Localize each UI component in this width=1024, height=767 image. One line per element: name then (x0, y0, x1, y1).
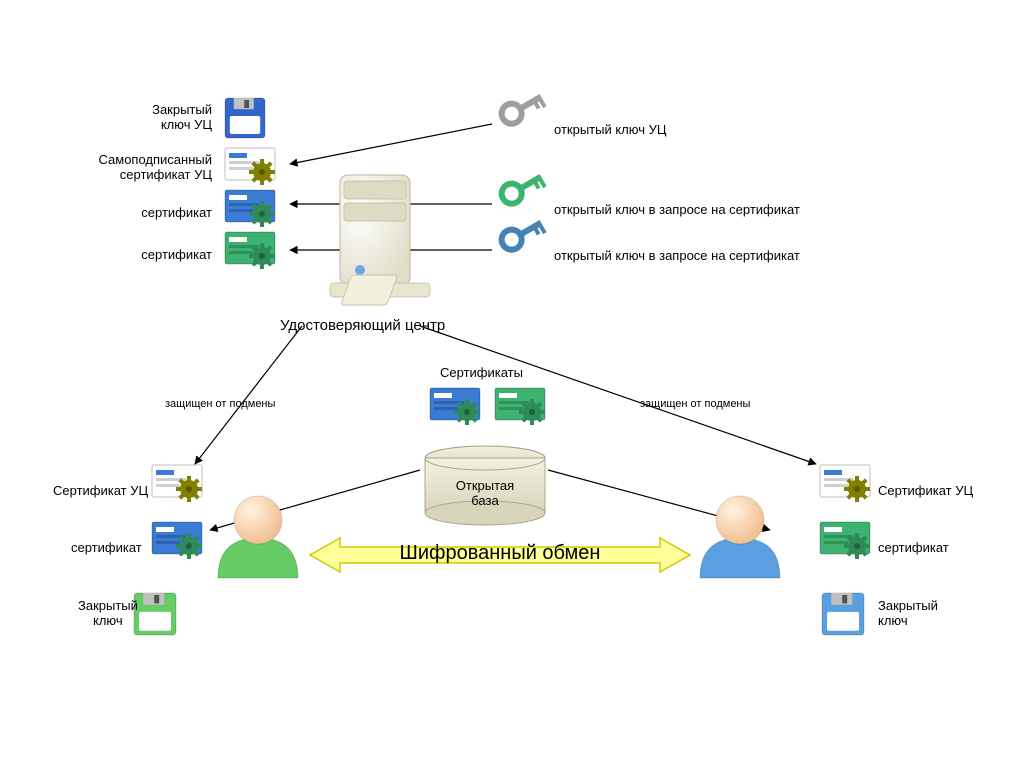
text-label: защищен от подмены (640, 398, 750, 410)
floppy-icon (225, 98, 265, 138)
certificate-icon (225, 232, 275, 269)
key-icon (498, 88, 547, 128)
text-label: открытый ключ в запросе на сертификат (554, 202, 800, 217)
text-label: сертификат УЦ (120, 167, 212, 182)
arrow (290, 124, 492, 164)
text-label: ключ УЦ (161, 117, 212, 132)
certificate-icon (430, 388, 480, 425)
server-icon (330, 175, 430, 305)
key-icon (498, 214, 547, 254)
text-label: Закрытый (878, 598, 938, 613)
key-icon (498, 168, 547, 208)
certificate-icon (225, 190, 275, 227)
text-label: Сертификаты (440, 365, 523, 380)
text-label: ключ (93, 613, 123, 628)
text-label: открытый ключ в запросе на сертификат (554, 248, 800, 263)
text-label: Закрытый (152, 102, 212, 117)
text-label: сертификат (141, 205, 212, 220)
exchange-label: Шифрованный обмен (0, 542, 1000, 565)
db-label-1: Открытая (0, 478, 970, 493)
text-label: Удостоверяющий центр (280, 317, 445, 334)
text-label: открытый ключ УЦ (554, 122, 666, 137)
user-icon (700, 496, 780, 578)
arrow (195, 326, 302, 464)
text-label: Закрытый (78, 598, 138, 613)
text-label: Самоподписанный (99, 152, 213, 167)
diagram-canvas: Закрытыйключ УЦСамоподписанныйсертификат… (0, 0, 1024, 767)
certificate-icon (495, 388, 545, 425)
text-label: защищен от подмены (165, 398, 275, 410)
floppy-icon (134, 593, 176, 635)
floppy-icon (822, 593, 864, 635)
certificate-icon (225, 148, 275, 185)
text-label: сертификат (141, 247, 212, 262)
db-label-2: база (0, 493, 970, 508)
text-label: ключ (878, 613, 908, 628)
